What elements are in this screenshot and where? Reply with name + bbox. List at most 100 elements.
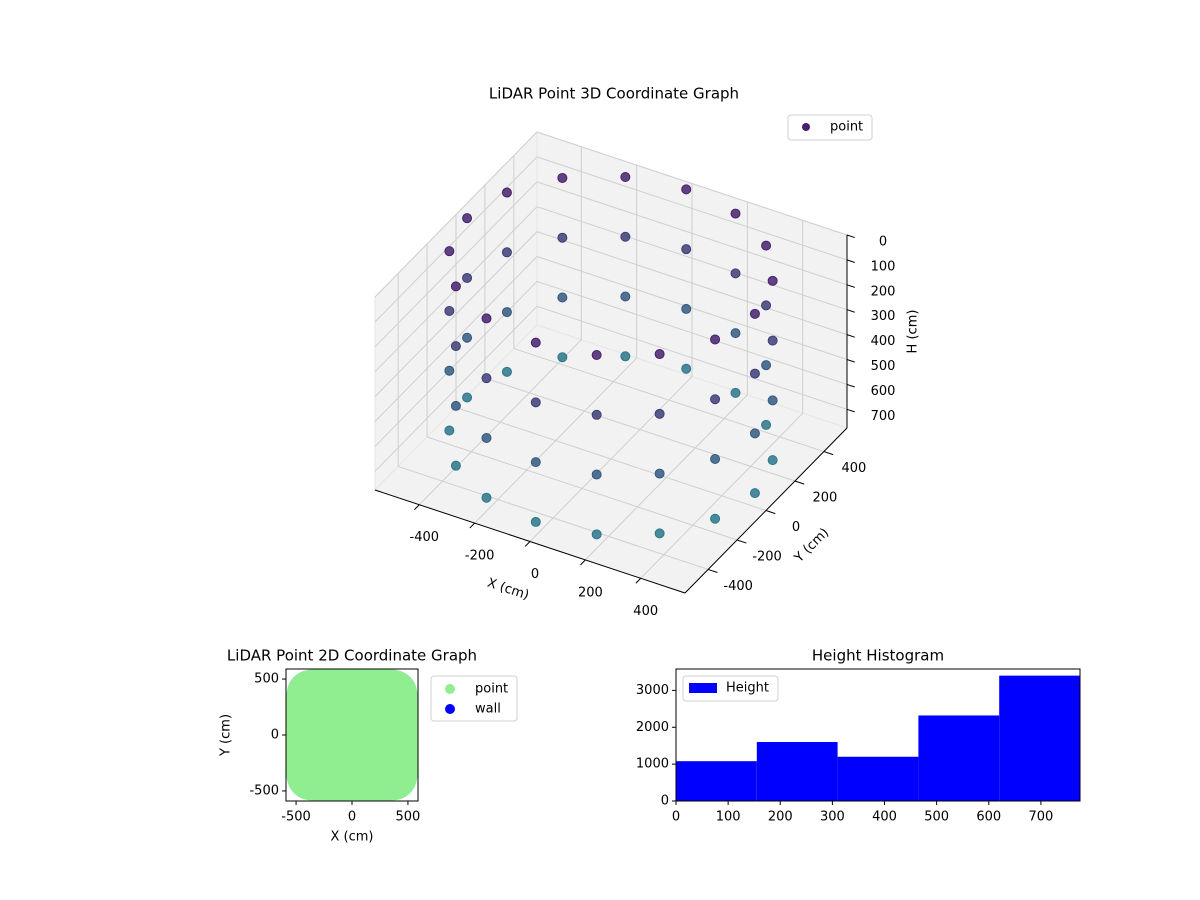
y-tick-label: 400 bbox=[841, 461, 866, 476]
bar bbox=[918, 715, 1000, 801]
point bbox=[501, 366, 512, 377]
x-tick-label: 100 bbox=[716, 810, 741, 825]
grid-line bbox=[374, 156, 538, 323]
point bbox=[450, 341, 461, 352]
point bbox=[462, 213, 473, 224]
tick-mark bbox=[846, 383, 855, 388]
chart-title: Height Histogram bbox=[812, 647, 944, 665]
grid-line bbox=[397, 465, 709, 570]
point bbox=[530, 457, 541, 468]
x-tick-label: -400 bbox=[410, 530, 440, 545]
legend-label: wall bbox=[475, 702, 501, 717]
grid-line bbox=[374, 305, 538, 472]
z-tick-label: 200 bbox=[871, 284, 896, 299]
point bbox=[501, 187, 512, 198]
point bbox=[444, 305, 455, 316]
point bbox=[654, 528, 665, 539]
point bbox=[749, 308, 760, 319]
x-tick-label: 500 bbox=[924, 810, 949, 825]
chart-title: LiDAR Point 2D Coordinate Graph bbox=[227, 647, 477, 665]
point bbox=[444, 425, 455, 436]
y-axis-label: Y (cm) bbox=[219, 714, 234, 757]
tick-mark bbox=[524, 541, 531, 547]
legend-box bbox=[682, 675, 779, 702]
legend-marker bbox=[689, 683, 717, 693]
point bbox=[730, 328, 741, 339]
y-axis bbox=[684, 427, 848, 594]
grid-line bbox=[513, 348, 825, 453]
point bbox=[462, 332, 473, 343]
x-tick-label: 500 bbox=[396, 810, 421, 825]
plot-area bbox=[286, 669, 418, 801]
chart-title: LiDAR Point 3D Coordinate Graph bbox=[489, 85, 739, 103]
tick-mark bbox=[794, 480, 805, 485]
legend-marker bbox=[445, 704, 455, 714]
tick-mark bbox=[846, 309, 855, 313]
grid-line bbox=[536, 256, 848, 360]
point bbox=[730, 387, 741, 398]
point bbox=[767, 335, 778, 346]
point bbox=[749, 428, 760, 439]
y-tick-label: -200 bbox=[752, 549, 782, 564]
point bbox=[710, 394, 721, 405]
point bbox=[654, 349, 665, 360]
y-tick-label: 3000 bbox=[636, 683, 669, 698]
point bbox=[481, 432, 492, 443]
point bbox=[530, 397, 541, 408]
point bbox=[730, 208, 741, 219]
point bbox=[481, 313, 492, 324]
grid-line bbox=[374, 181, 538, 348]
grid-line bbox=[374, 256, 538, 422]
y-tick-label: 0 bbox=[661, 794, 669, 809]
grid-line bbox=[426, 436, 738, 541]
point bbox=[591, 350, 602, 361]
x-tick-label: -500 bbox=[281, 810, 311, 825]
tick-mark bbox=[635, 577, 642, 584]
y-tick-label: 0 bbox=[792, 520, 800, 535]
point bbox=[749, 368, 760, 379]
point bbox=[761, 419, 772, 430]
point bbox=[591, 469, 602, 480]
point bbox=[444, 246, 455, 257]
point bbox=[767, 395, 778, 406]
bar bbox=[837, 756, 919, 801]
grid-line bbox=[536, 156, 848, 261]
tick-mark bbox=[846, 284, 855, 288]
point bbox=[591, 409, 602, 420]
x-tick-label: 600 bbox=[976, 810, 1001, 825]
grid-line bbox=[536, 206, 848, 311]
axes-frame bbox=[675, 668, 1081, 802]
x-tick-label: 200 bbox=[578, 585, 603, 600]
z-tick-label: 500 bbox=[871, 359, 896, 374]
grid-line bbox=[536, 305, 848, 410]
z-tick-label: 600 bbox=[871, 384, 896, 399]
point bbox=[557, 172, 568, 183]
grid-line bbox=[374, 131, 538, 298]
point bbox=[730, 268, 741, 279]
point bbox=[444, 365, 455, 376]
tick-mark bbox=[469, 522, 475, 529]
legend-label: point bbox=[475, 682, 508, 697]
x-tick-label: -200 bbox=[465, 549, 495, 564]
grid-line bbox=[536, 231, 848, 336]
y-tick-label: 200 bbox=[813, 491, 838, 506]
point bbox=[557, 232, 568, 243]
tick-mark bbox=[846, 234, 855, 239]
point bbox=[654, 408, 665, 419]
tick-mark bbox=[707, 568, 718, 573]
point bbox=[681, 244, 692, 255]
point bbox=[557, 292, 568, 303]
point bbox=[681, 363, 692, 374]
point bbox=[462, 392, 473, 403]
point bbox=[557, 352, 568, 363]
z-tick-label: 100 bbox=[871, 259, 896, 274]
point bbox=[761, 300, 772, 311]
point bbox=[767, 455, 778, 466]
grid-line bbox=[536, 181, 848, 286]
x-tick-label: 400 bbox=[872, 810, 897, 825]
bar bbox=[676, 761, 757, 801]
point bbox=[591, 529, 602, 540]
legend-label: Height bbox=[726, 681, 769, 696]
point bbox=[620, 171, 631, 182]
legend-marker bbox=[445, 684, 455, 694]
